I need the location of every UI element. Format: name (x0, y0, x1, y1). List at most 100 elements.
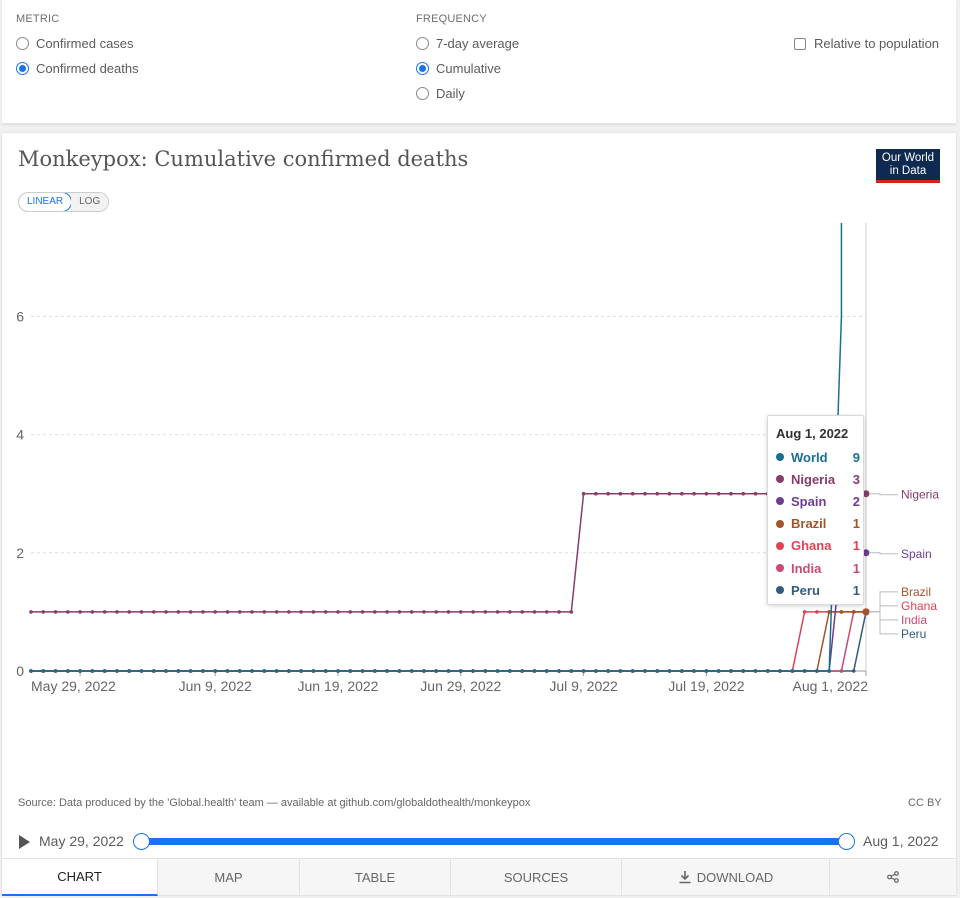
series-point (827, 669, 831, 673)
tab-bar: CHART MAP TABLE SOURCES DOWNLOAD (2, 858, 956, 896)
log-scale-button[interactable]: LOG (71, 193, 109, 211)
series-point (176, 669, 181, 673)
radio-icon[interactable] (16, 37, 29, 50)
series-point (237, 669, 242, 673)
series-point (336, 669, 340, 673)
series-point (458, 669, 463, 673)
series-point (225, 610, 230, 614)
series-point (41, 610, 46, 614)
tooltip-dot (776, 564, 784, 572)
series-point (139, 669, 144, 673)
series-point (151, 610, 156, 614)
metric-confirmed-deaths-radio[interactable]: Confirmed deaths (16, 61, 139, 76)
frequency-daily-radio[interactable]: Daily (416, 86, 465, 101)
series-point (692, 491, 696, 496)
relative-to-population-checkbox[interactable]: Relative to population (794, 36, 939, 51)
tooltip-row: India 1 (776, 559, 860, 577)
checkbox-icon[interactable] (794, 37, 806, 50)
series-point (385, 669, 389, 673)
series-point (729, 669, 733, 673)
series-point (90, 669, 95, 673)
tab-chart[interactable]: CHART (2, 859, 158, 896)
tab-sources[interactable]: SOURCES (451, 859, 622, 896)
series-point (78, 610, 82, 614)
series-point (225, 669, 230, 673)
frequency-option-label: 7-day average (436, 36, 520, 51)
tooltip-dot (776, 453, 784, 461)
series-point (569, 669, 574, 673)
series-point (790, 669, 795, 673)
series-point (594, 491, 598, 496)
series-point (569, 610, 574, 614)
frequency-title: FREQUENCY (416, 13, 487, 25)
tab-share[interactable] (830, 859, 956, 896)
series-end-marker (862, 490, 870, 498)
series-point (348, 669, 353, 673)
series-point (716, 491, 721, 496)
timeline-end-handle[interactable] (838, 833, 855, 850)
tooltip-series-name: World (791, 449, 828, 465)
chart-title: Monkeypox: Cumulative confirmed deaths (18, 147, 469, 171)
series-point (385, 610, 389, 614)
series-point (778, 669, 782, 673)
chart-tooltip: Aug 1, 2022 World 9 Nigeria 3 Spain 2 Brazil 1 G… (767, 415, 864, 605)
series-line-peru (31, 611, 867, 672)
series-point (287, 610, 291, 614)
series-point (508, 610, 512, 614)
owid-logo[interactable]: Our World in Data (876, 149, 940, 183)
frequency-option-label: Daily (436, 86, 465, 101)
series-point (373, 669, 377, 673)
license-link[interactable]: CC BY (908, 797, 942, 809)
series-point (188, 669, 193, 673)
play-icon[interactable] (19, 835, 30, 849)
series-point (557, 669, 561, 673)
timeline-start-handle[interactable] (133, 833, 150, 850)
end-label-ghana: Ghana (901, 599, 937, 613)
end-label-brazil: Brazil (901, 585, 931, 599)
tab-download[interactable]: DOWNLOAD (622, 859, 830, 896)
series-point (692, 669, 696, 673)
frequency-option-label: Cumulative (436, 61, 502, 76)
series-point (201, 610, 205, 614)
y-tick-label: 2 (16, 545, 24, 561)
metric-confirmed-cases-radio[interactable]: Confirmed cases (16, 36, 134, 51)
series-point (471, 610, 475, 614)
series-point (704, 669, 709, 673)
series-point (680, 669, 684, 673)
metric-title: METRIC (16, 13, 60, 25)
series-point (520, 669, 524, 673)
radio-icon[interactable] (416, 87, 429, 100)
tab-map[interactable]: MAP (158, 859, 300, 896)
series-point (557, 610, 561, 614)
tooltip-row: Ghana 1 (776, 537, 860, 555)
series-point (655, 491, 660, 496)
relative-label: Relative to population (814, 36, 940, 51)
timeline-track[interactable] (141, 838, 848, 845)
series-point (360, 610, 365, 614)
series-point (323, 669, 328, 673)
frequency-7day-radio[interactable]: 7-day average (416, 36, 519, 51)
series-point (446, 669, 451, 673)
radio-icon[interactable] (416, 62, 429, 75)
series-point (741, 491, 746, 496)
tooltip-series-value: 1 (852, 516, 860, 532)
series-point (78, 669, 82, 673)
tab-table[interactable]: TABLE (300, 859, 451, 896)
tooltip-row: Brazil 1 (776, 515, 860, 533)
series-point (66, 610, 70, 614)
series-point (397, 610, 402, 614)
linear-scale-button[interactable]: LINEAR (19, 193, 73, 211)
x-tick-label: Aug 1, 2022 (792, 678, 868, 694)
radio-icon[interactable] (16, 62, 29, 75)
radio-icon[interactable] (416, 37, 429, 50)
tooltip-row: Spain 2 (776, 492, 860, 510)
timeline-end-date: Aug 1, 2022 (863, 833, 939, 849)
label-connector (870, 605, 898, 613)
series-point (643, 491, 647, 496)
frequency-cumulative-radio[interactable]: Cumulative (416, 61, 501, 76)
series-point (630, 491, 635, 496)
x-tick-label: May 29, 2022 (31, 678, 116, 694)
series-point (250, 669, 254, 673)
series-point (422, 669, 426, 673)
